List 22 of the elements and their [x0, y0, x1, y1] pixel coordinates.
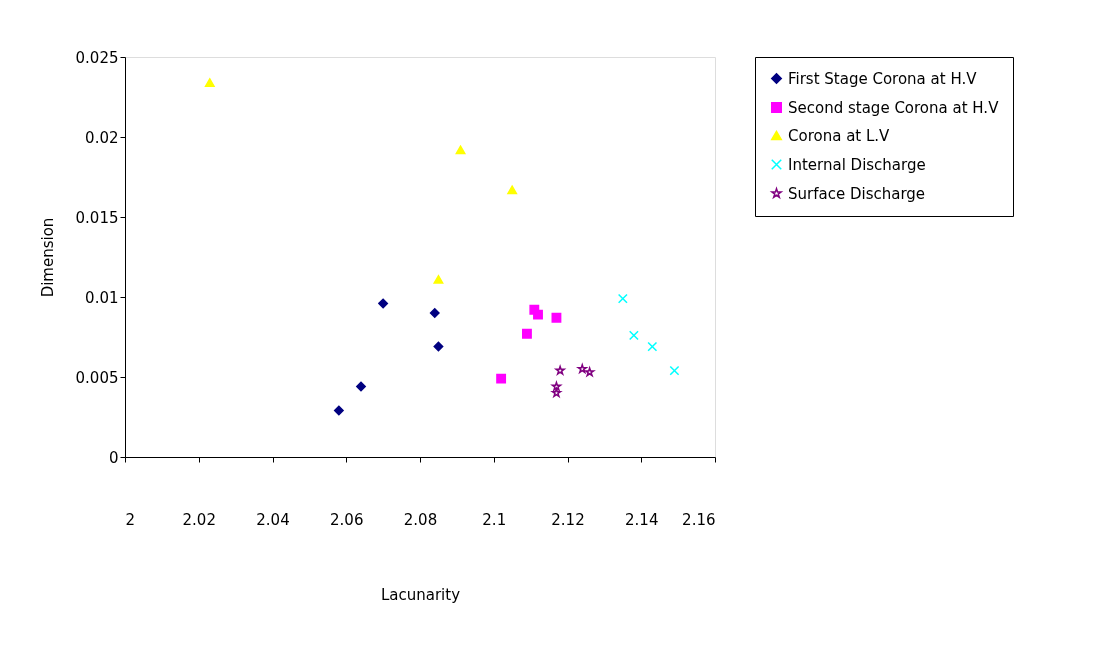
legend-label: Second stage Corona at H.V	[788, 98, 1000, 117]
legend-label: Internal Discharge	[788, 155, 926, 174]
x-tick-label: 2.14	[625, 510, 659, 529]
x-tick-label: 2.1	[482, 510, 507, 529]
y-tick-label: 0.005	[75, 368, 119, 387]
x-tick-label: 2.12	[551, 510, 585, 529]
y-tick-label: 0.02	[85, 128, 119, 147]
y-tick-label: 0	[108, 448, 119, 467]
x-tick-label: 2.04	[256, 510, 290, 529]
x-axis-title: Lacunarity	[380, 585, 461, 604]
x-tick-label: 2.08	[403, 510, 438, 529]
legend-label: Surface Discharge	[788, 184, 926, 203]
y-tick-label: 0.015	[75, 208, 119, 227]
x-tick-label: 2.06	[330, 510, 364, 529]
x-tick-label: 2.02	[182, 510, 216, 529]
legend-label: First Stage Corona at H.V	[788, 69, 978, 88]
x-tick-label: 2	[125, 510, 136, 529]
y-tick-label: 0.01	[85, 288, 119, 307]
legend-label: Corona at L.V	[788, 126, 891, 145]
y-axis-title: Dimension	[38, 217, 57, 298]
x-tick-label: 2.16	[682, 510, 716, 529]
y-tick-label: 0.025	[75, 48, 119, 67]
